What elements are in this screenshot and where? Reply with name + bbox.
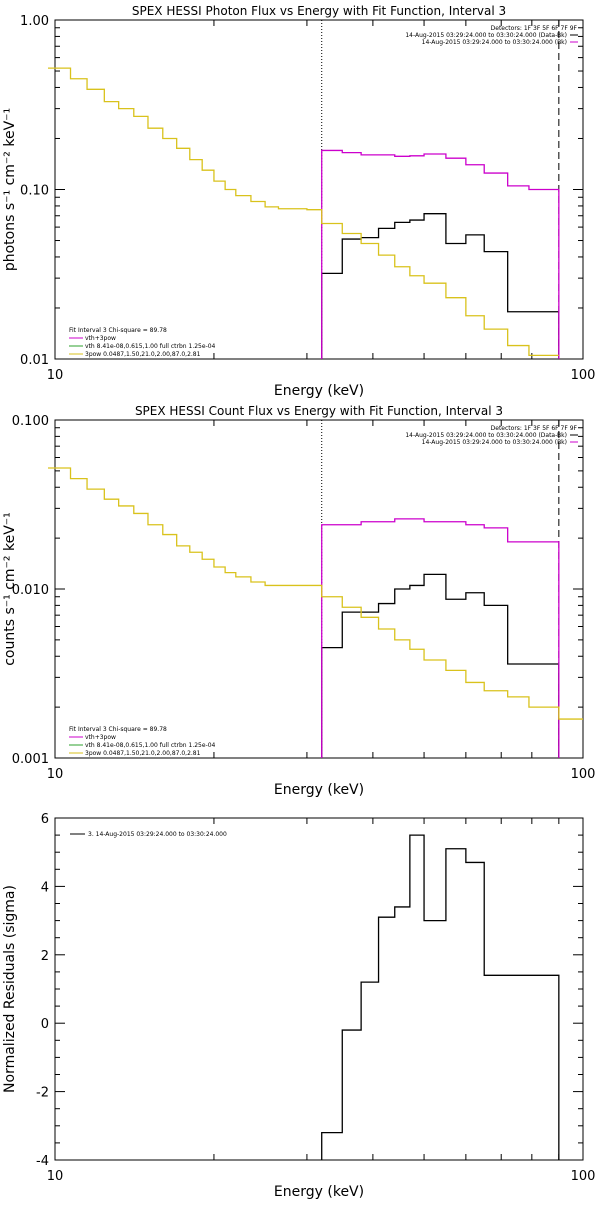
legend-top-right-entry: 14-Aug-2015 03:29:24.000 to 03:30:24.000…: [405, 32, 567, 39]
series-total-model: [321, 149, 560, 359]
y-tick-label: 0.001: [12, 752, 49, 767]
plot-frame: [54, 817, 584, 1161]
x-axis-label: Energy (keV): [274, 1184, 364, 1200]
x-tick-label: 100: [571, 368, 596, 383]
chart-title: SPEX HESSI Count Flux vs Energy with Fit…: [135, 404, 503, 418]
y-tick-label: 0.010: [12, 583, 49, 598]
legend-bottom-left-entry: vth+3pow: [85, 335, 116, 342]
y-tick-label: 1.00: [20, 14, 49, 29]
series-total-model: [321, 518, 560, 758]
x-tick-label: 100: [571, 767, 596, 782]
legend-bottom-left-entry: vth+3pow: [85, 734, 116, 741]
y-tick-label: 0.10: [20, 184, 49, 199]
x-tick-label: 10: [47, 767, 64, 782]
y-tick-label: -2: [36, 1086, 49, 1101]
y-axis-label: Normalized Residuals (sigma): [2, 885, 18, 1093]
chart-title: SPEX HESSI Photon Flux vs Energy with Fi…: [132, 4, 506, 18]
y-axis-label: counts s⁻¹ cm⁻² keV⁻¹: [2, 512, 18, 666]
series-data: [321, 573, 560, 758]
legend-top-right-entry: Detectors: 1F 3F 5F 6F 7F 9F: [491, 425, 578, 432]
legend-bottom-left-entry: Fit Interval 3 Chi-square = 89.78: [69, 327, 167, 334]
x-axis-label: Energy (keV): [274, 383, 364, 399]
y-tick-label: 0.01: [20, 353, 49, 368]
legend-top-right-entry: 14-Aug-2015 03:29:24.000 to 03:30:24.000…: [405, 432, 567, 439]
series-data: [321, 213, 560, 359]
legend-top-right-entry: 14-Aug-2015 03:29:24.000 to 03:30:24.000…: [422, 439, 567, 446]
series-data: [321, 834, 560, 1160]
x-tick-label: 10: [47, 368, 64, 383]
y-axis-label: photons s⁻¹ cm⁻² keV⁻¹: [2, 108, 18, 271]
legend-top-right-entry: Detectors: 1F 3F 5F 6F 7F 9F: [491, 25, 578, 32]
plot-frame: [54, 19, 584, 360]
x-axis-label: Energy (keV): [274, 782, 364, 798]
legend-bottom-left-entry: Fit Interval 3 Chi-square = 89.78: [69, 726, 167, 733]
series-nonthermal: [48, 467, 583, 720]
legend-bottom-left-entry: vth 8.41e-08,0.615,1.00 full ctrbn 1.25e…: [85, 742, 216, 749]
legend-residual-entry: 3. 14-Aug-2015 03:29:24.000 to 03:30:24.…: [88, 831, 227, 838]
y-tick-label: 2: [41, 949, 49, 964]
legend-bottom-left-entry: 3pow 0.0487,1.50,21.0,2.00,87.0,2.81: [85, 750, 201, 757]
plot-frame: [54, 419, 584, 759]
y-tick-label: 0: [41, 1017, 49, 1032]
y-tick-label: 6: [41, 812, 49, 827]
series-nonthermal: [48, 67, 559, 357]
x-tick-label: 100: [571, 1169, 596, 1184]
legend-top-right-entry: 14-Aug-2015 03:29:24.000 to 03:30:24.000…: [422, 39, 567, 46]
y-tick-label: -4: [36, 1154, 49, 1169]
legend-bottom-left-entry: vth 8.41e-08,0.615,1.00 full ctrbn 1.25e…: [85, 343, 216, 350]
legend-bottom-left-entry: 3pow 0.0487,1.50,21.0,2.00,87.0,2.81: [85, 351, 201, 358]
x-tick-label: 10: [47, 1169, 64, 1184]
y-tick-label: 4: [41, 880, 49, 895]
y-tick-label: 0.100: [12, 414, 49, 429]
